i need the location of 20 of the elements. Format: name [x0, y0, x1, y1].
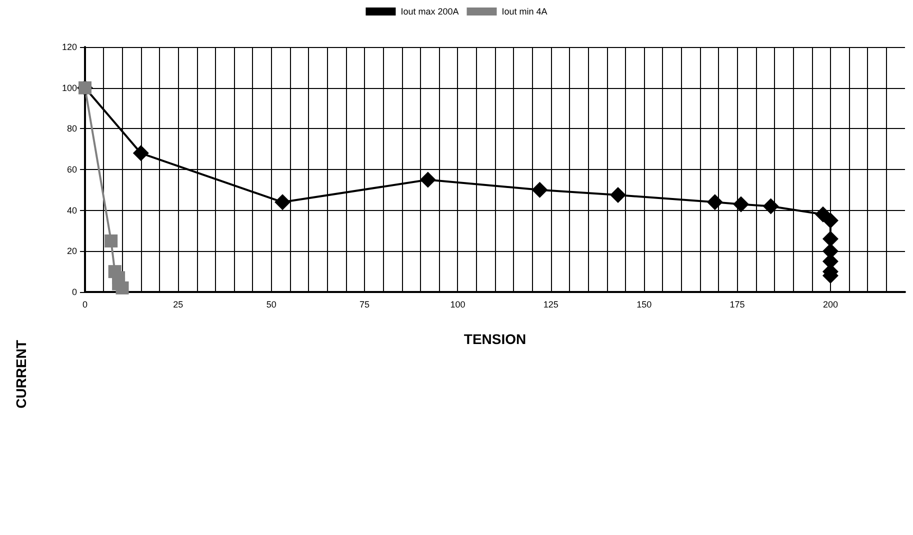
x-tick-label: 125 — [543, 300, 558, 310]
y-tick-label: 60 — [66, 164, 77, 174]
legend-label: Iout max 200A — [400, 6, 459, 16]
x-tick-label: 25 — [173, 300, 184, 310]
x-tick-label: 150 — [636, 300, 652, 310]
y-tick-label: 0 — [72, 287, 77, 297]
x-tick-label: 75 — [360, 300, 370, 310]
x-axis-title: TENSION — [464, 331, 526, 347]
x-tick-label: 175 — [730, 300, 745, 310]
legend-label: Iout min 4A — [502, 6, 548, 16]
x-tick-label: 100 — [450, 300, 466, 310]
y-tick-label: 20 — [66, 246, 77, 256]
y-tick-label: 120 — [62, 42, 77, 52]
x-tick-label: 50 — [266, 300, 276, 310]
y-axis-title: CURRENT — [13, 340, 29, 408]
x-tick-label: 200 — [822, 300, 838, 310]
y-tick-label: 80 — [66, 124, 77, 134]
y-tick-label: 40 — [66, 205, 77, 216]
x-tick-label: 0 — [82, 300, 88, 310]
y-tick-label: 100 — [62, 82, 77, 93]
